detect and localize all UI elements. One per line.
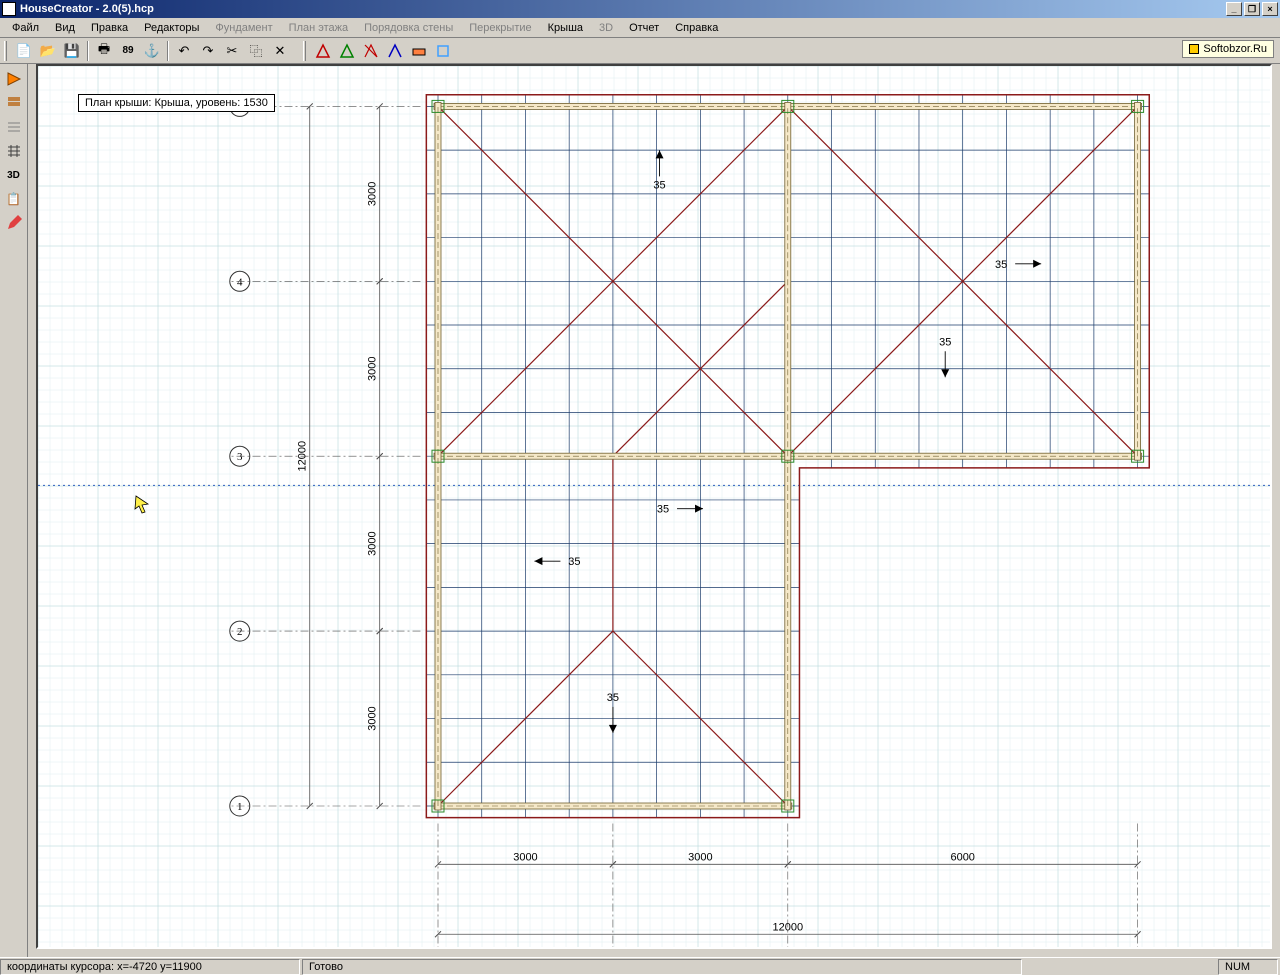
svg-text:3000: 3000	[367, 357, 379, 381]
statusbar: координаты курсора: x=-4720 y=11900 Гото…	[0, 957, 1280, 975]
menu-Файл[interactable]: Файл	[4, 20, 47, 36]
minimize-button[interactable]: _	[1226, 2, 1242, 16]
lt-tool-1[interactable]	[3, 68, 25, 90]
menu-Фундамент: Фундамент	[207, 20, 280, 36]
titlebar: HouseCreator - 2.0(5).hcp _ ❐ ×	[0, 0, 1280, 18]
softobzor-link[interactable]: Softobzor.Ru	[1182, 40, 1274, 58]
toolbar-grip	[4, 41, 7, 61]
maximize-button[interactable]: ❐	[1244, 2, 1260, 16]
toolbar-grip	[303, 41, 306, 61]
lt-tool-2[interactable]	[3, 92, 25, 114]
svg-text:4: 4	[237, 276, 243, 288]
lt-3d-button[interactable]: 3D	[3, 164, 25, 186]
svg-text:6000: 6000	[950, 851, 974, 863]
toolbar: 📄 📂 💾 🖶 89 ⚓ ↶ ↷ ✂ ⿻ ✕ Softobzor.Ru	[0, 38, 1280, 64]
menu-Вид[interactable]: Вид	[47, 20, 83, 36]
svg-text:1: 1	[237, 801, 243, 813]
left-toolbar: 3D 📋	[0, 64, 28, 957]
new-button[interactable]: 📄	[13, 40, 35, 62]
menu-Отчет[interactable]: Отчет	[621, 20, 667, 36]
roof-tool-5[interactable]	[408, 40, 430, 62]
undo-button[interactable]: ↶	[173, 40, 195, 62]
roof-tool-2[interactable]	[336, 40, 358, 62]
roof-tool-4[interactable]	[384, 40, 406, 62]
plan-title-label: План крыши: Крыша, уровень: 1530	[78, 94, 275, 112]
svg-text:2: 2	[237, 626, 243, 638]
cut-button[interactable]: ✂	[221, 40, 243, 62]
svg-text:3: 3	[237, 451, 243, 463]
menu-Справка[interactable]: Справка	[667, 20, 726, 36]
svg-text:12000: 12000	[773, 921, 804, 933]
lt-report-button[interactable]: 📋	[3, 188, 25, 210]
lt-tool-3[interactable]	[3, 116, 25, 138]
svg-text:35: 35	[653, 179, 665, 191]
svg-text:35: 35	[995, 259, 1007, 271]
canvas-container: АБВГ123453000300060001200030003000300030…	[28, 64, 1280, 957]
menu-План этажа: План этажа	[281, 20, 356, 36]
roof-tool-1[interactable]	[312, 40, 334, 62]
window-buttons: _ ❐ ×	[1226, 2, 1278, 16]
print-button[interactable]: 🖶	[93, 40, 115, 62]
link-label: Softobzor.Ru	[1203, 43, 1267, 55]
delete-button[interactable]: ✕	[269, 40, 291, 62]
window-title: HouseCreator - 2.0(5).hcp	[20, 3, 1226, 15]
svg-text:3000: 3000	[367, 182, 379, 206]
save-button[interactable]: 💾	[61, 40, 83, 62]
status-ready: Готово	[302, 959, 1022, 975]
separator	[87, 41, 89, 61]
redo-button[interactable]: ↷	[197, 40, 219, 62]
status-num: NUM	[1218, 959, 1278, 975]
svg-text:3000: 3000	[367, 531, 379, 555]
menu-Редакторы[interactable]: Редакторы	[136, 20, 207, 36]
menu-Крыша[interactable]: Крыша	[540, 20, 591, 36]
anchor-button[interactable]: ⚓	[141, 40, 163, 62]
menu-Правка[interactable]: Правка	[83, 20, 136, 36]
svg-text:3000: 3000	[513, 851, 537, 863]
workspace: 3D 📋 АБВГ1234530003000600012000300030003…	[0, 64, 1280, 957]
svg-text:35: 35	[657, 504, 669, 516]
app-icon	[2, 2, 16, 16]
copy-button[interactable]: ⿻	[245, 40, 267, 62]
svg-text:35: 35	[939, 336, 951, 348]
menubar: ФайлВидПравкаРедакторыФундаментПлан этаж…	[0, 18, 1280, 38]
open-button[interactable]: 📂	[37, 40, 59, 62]
roof-tool-3[interactable]	[360, 40, 382, 62]
menu-Порядовка стены: Порядовка стены	[356, 20, 461, 36]
svg-text:3000: 3000	[367, 706, 379, 730]
lt-tool-4[interactable]	[3, 140, 25, 162]
ruler-button[interactable]: 89	[117, 40, 139, 62]
separator	[167, 41, 169, 61]
drawing-svg: АБВГ123453000300060001200030003000300030…	[38, 66, 1270, 947]
close-button[interactable]: ×	[1262, 2, 1278, 16]
link-icon	[1189, 44, 1199, 54]
lt-pencil-button[interactable]	[3, 212, 25, 234]
svg-text:35: 35	[607, 692, 619, 704]
svg-text:12000: 12000	[297, 441, 309, 472]
roof-tool-6[interactable]	[432, 40, 454, 62]
menu-3D: 3D	[591, 20, 621, 36]
svg-text:35: 35	[568, 556, 580, 568]
canvas[interactable]: АБВГ123453000300060001200030003000300030…	[36, 64, 1272, 949]
status-coords: координаты курсора: x=-4720 y=11900	[0, 959, 300, 975]
svg-text:3000: 3000	[688, 851, 712, 863]
menu-Перекрытие: Перекрытие	[461, 20, 539, 36]
